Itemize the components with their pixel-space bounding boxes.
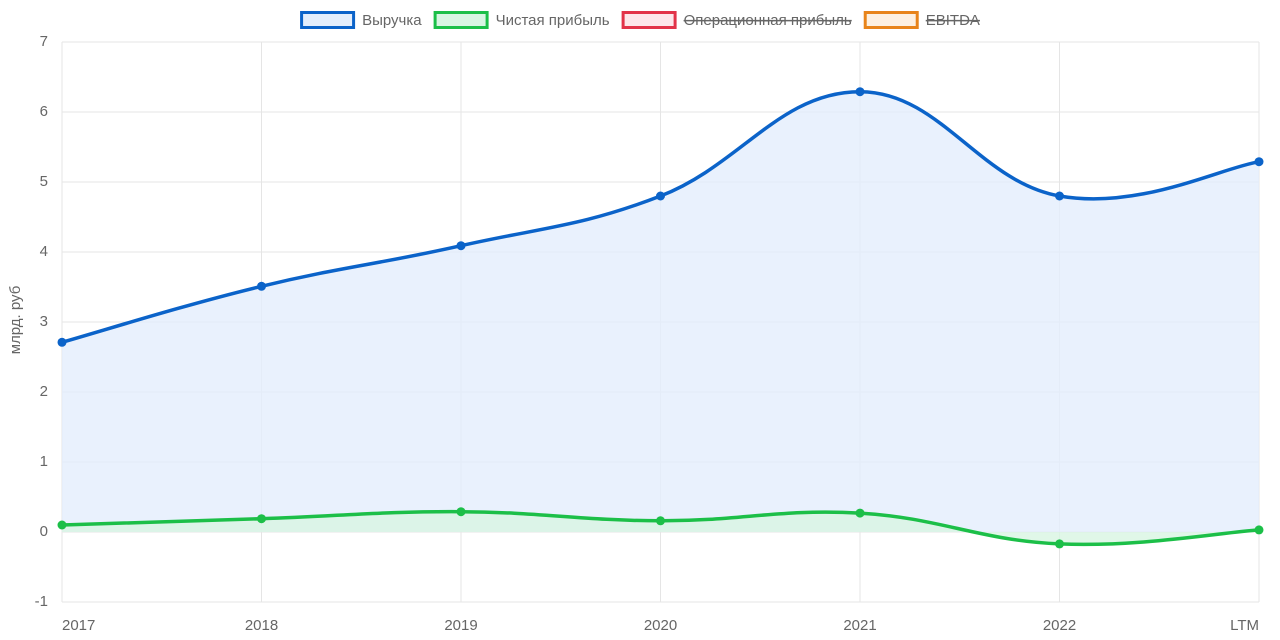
- x-tick-label: LTM: [1230, 617, 1259, 634]
- point: [1254, 525, 1264, 535]
- point: [57, 337, 67, 347]
- x-tick-label: 2020: [644, 617, 677, 634]
- point: [57, 520, 67, 530]
- point: [656, 191, 665, 201]
- point: [1055, 191, 1064, 201]
- legend-swatch: [433, 11, 489, 29]
- legend-swatch: [621, 11, 677, 29]
- x-tick-label: 2019: [444, 617, 477, 634]
- y-tick-label: 1: [40, 453, 48, 470]
- x-tick-label: 2018: [245, 617, 278, 634]
- legend: Выручка Чистая прибыль Операционная прибыл…: [300, 11, 980, 29]
- legend-swatch: [863, 11, 919, 29]
- area: [62, 511, 1259, 545]
- point: [855, 508, 865, 518]
- point: [456, 241, 466, 251]
- legend-swatch: [300, 11, 356, 29]
- y-tick-label: -1: [35, 593, 48, 610]
- y-tick-label: 3: [40, 313, 48, 330]
- legend-label[interactable]: Операционная прибыль: [684, 12, 852, 29]
- point: [257, 281, 266, 291]
- x-tick-label: 2017: [62, 617, 95, 634]
- point: [855, 87, 865, 97]
- x-tick-label: 2022: [1043, 617, 1076, 634]
- point: [257, 514, 266, 524]
- legend-label[interactable]: Выручка: [362, 12, 422, 29]
- y-tick-label: 6: [40, 103, 48, 120]
- point: [656, 516, 665, 526]
- point: [456, 507, 466, 517]
- point: [1055, 539, 1064, 549]
- point: [1254, 157, 1264, 167]
- y-tick-label: 4: [40, 243, 48, 260]
- y-tick-label: 0: [40, 523, 48, 540]
- legend-label[interactable]: Чистая прибыль: [496, 12, 610, 29]
- y-tick-label: 2: [40, 383, 48, 400]
- y-tick-label: 5: [40, 173, 48, 190]
- area: [62, 91, 1259, 532]
- y-tick-label: 7: [40, 33, 48, 50]
- x-tick-label: 2021: [843, 617, 876, 634]
- legend-label[interactable]: EBITDA: [926, 12, 980, 29]
- y-axis-label: млрд. руб: [7, 286, 24, 355]
